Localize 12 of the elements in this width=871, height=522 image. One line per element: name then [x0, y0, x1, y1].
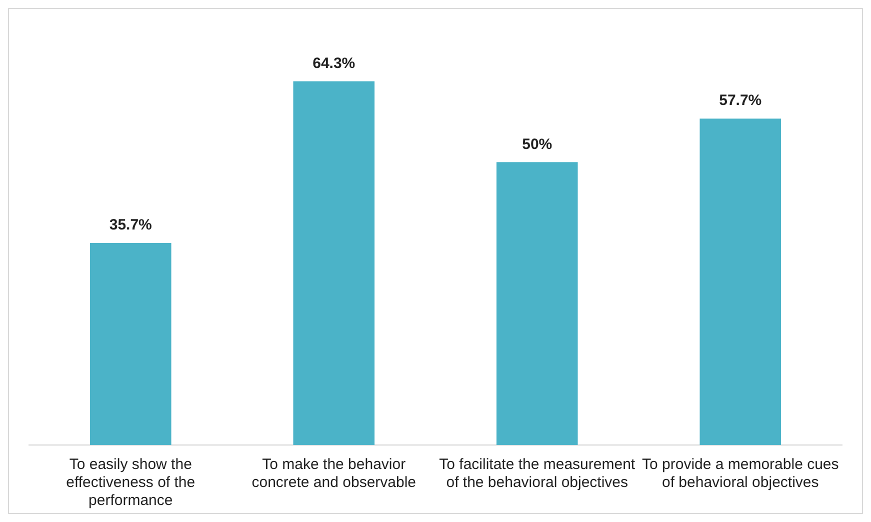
x-tick-label: To easily show the effectiveness of the performance [66, 456, 196, 510]
data-label: 35.7% [109, 216, 152, 234]
data-label: 64.3% [312, 54, 356, 72]
bar [496, 162, 578, 445]
bar [293, 81, 375, 445]
bar [700, 118, 782, 445]
x-tick-label: To make the behavior concrete and observable [252, 456, 416, 492]
x-tick-label: To provide a memorable cues of behavioral objectives [642, 456, 839, 492]
data-label: 50% [522, 136, 552, 153]
bar [90, 243, 172, 445]
data-label: 57.7% [719, 92, 762, 110]
x-tick-label: To facilitate the measurement of the behavioral objectives [439, 456, 636, 492]
